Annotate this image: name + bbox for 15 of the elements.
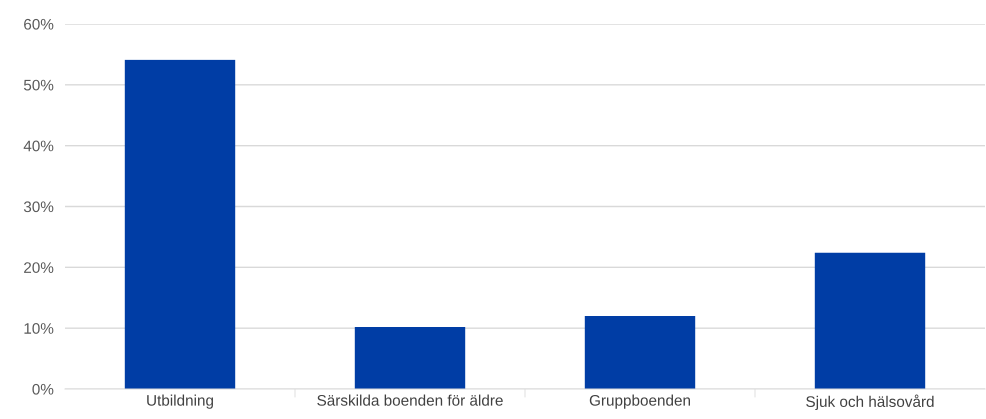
x-tick-label: Sjuk och hälsovård — [806, 394, 934, 410]
y-tick-label: 20% — [24, 262, 54, 274]
x-tick-label: Utbildning — [147, 394, 213, 409]
x-tick-label: Särskilda boenden för äldre — [317, 394, 503, 406]
y-tick-label: 10% — [24, 323, 54, 334]
bar — [354, 326, 466, 389]
y-tick-label: 50% — [24, 80, 54, 91]
y-tick-label: 60% — [24, 18, 54, 30]
bar — [814, 252, 926, 389]
y-tick-label: 40% — [24, 140, 54, 152]
bar — [124, 60, 236, 389]
x-tick-label: Gruppboenden — [590, 394, 690, 409]
bar — [584, 316, 696, 389]
y-tick-label: 0% — [32, 384, 54, 395]
y-tick-label: 30% — [24, 201, 54, 212]
